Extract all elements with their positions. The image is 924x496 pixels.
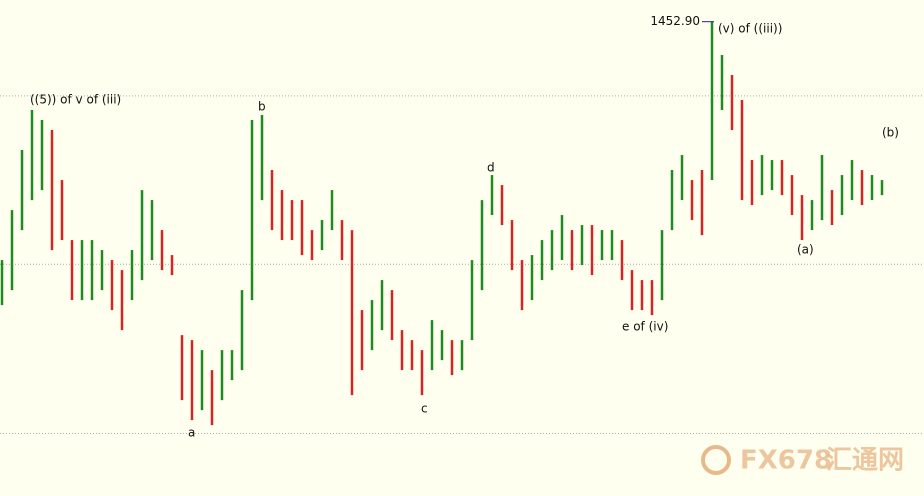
annotation: (v) of ((iii)) bbox=[718, 22, 782, 36]
plot bbox=[0, 21, 924, 434]
annotation: (b) bbox=[882, 126, 899, 140]
annotation: (a) bbox=[797, 243, 814, 257]
annotation: a bbox=[188, 426, 195, 440]
watermark-logo bbox=[701, 445, 731, 475]
annotation: ((5)) of v of (iii) bbox=[30, 93, 121, 107]
annotation: b bbox=[258, 100, 266, 114]
watermark: FX678 bbox=[740, 446, 832, 476]
annotation: c bbox=[421, 402, 428, 416]
annotation: e of (iv) bbox=[622, 320, 668, 334]
high-label: 1452.90 bbox=[650, 14, 700, 28]
annotation: d bbox=[487, 161, 495, 175]
watermark: 汇通网 bbox=[826, 446, 904, 476]
